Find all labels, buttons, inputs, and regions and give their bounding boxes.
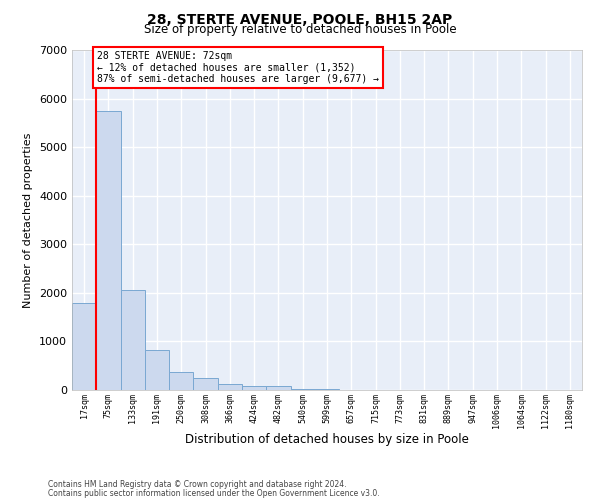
Bar: [193, 378, 218, 390]
Bar: [96, 110, 121, 390]
Bar: [266, 386, 290, 390]
Text: Size of property relative to detached houses in Poole: Size of property relative to detached ho…: [143, 22, 457, 36]
Text: Contains HM Land Registry data © Crown copyright and database right 2024.: Contains HM Land Registry data © Crown c…: [48, 480, 347, 489]
X-axis label: Distribution of detached houses by size in Poole: Distribution of detached houses by size …: [185, 434, 469, 446]
Bar: [290, 388, 315, 390]
Bar: [72, 302, 96, 390]
Bar: [145, 350, 169, 390]
Text: Contains public sector information licensed under the Open Government Licence v3: Contains public sector information licen…: [48, 488, 380, 498]
Y-axis label: Number of detached properties: Number of detached properties: [23, 132, 34, 308]
Bar: [169, 372, 193, 390]
Bar: [121, 290, 145, 390]
Bar: [315, 389, 339, 390]
Text: 28 STERTE AVENUE: 72sqm
← 12% of detached houses are smaller (1,352)
87% of semi: 28 STERTE AVENUE: 72sqm ← 12% of detache…: [97, 51, 379, 84]
Bar: [218, 384, 242, 390]
Text: 28, STERTE AVENUE, POOLE, BH15 2AP: 28, STERTE AVENUE, POOLE, BH15 2AP: [148, 12, 452, 26]
Bar: [242, 386, 266, 390]
